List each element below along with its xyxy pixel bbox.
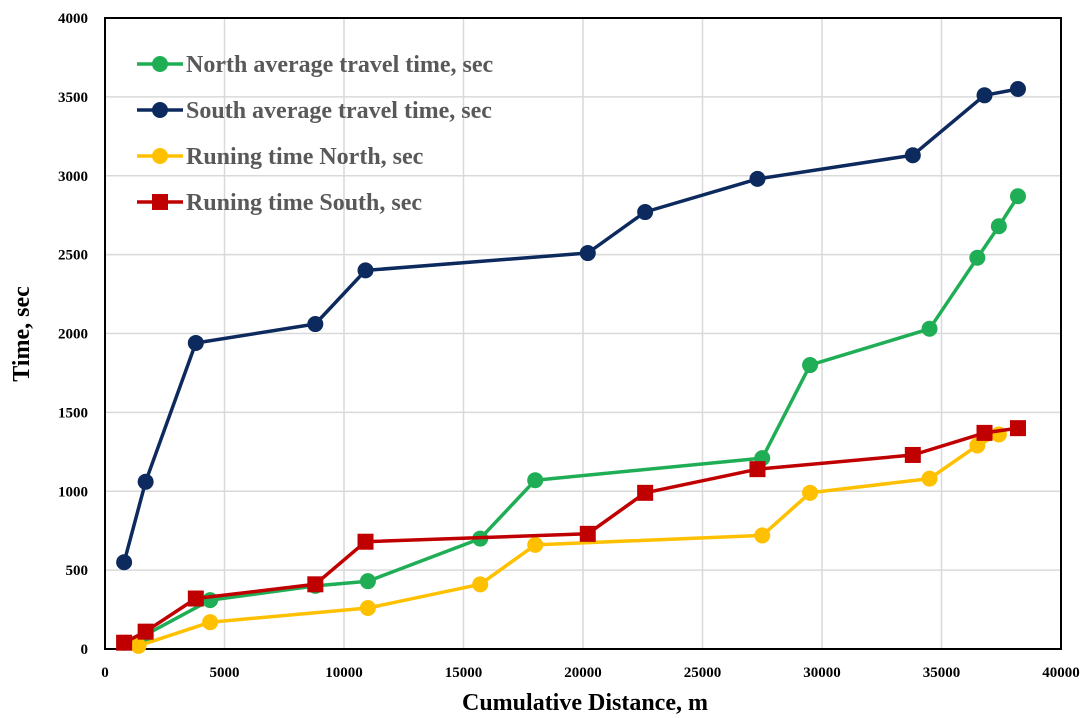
data-point (357, 533, 374, 550)
data-point (754, 527, 771, 544)
x-axis-title: Cumulative Distance, m (462, 690, 708, 716)
x-tick-label: 30000 (803, 665, 841, 681)
data-point (969, 437, 986, 454)
y-tick-label: 3000 (58, 169, 88, 185)
data-point (116, 634, 133, 651)
y-tick-label: 1500 (58, 405, 88, 421)
legend-item: Runing time North, sec (137, 144, 424, 170)
x-tick-label: 0 (101, 665, 109, 681)
y-tick-label: 3500 (58, 90, 88, 106)
series-3 (116, 420, 1026, 651)
series-2 (130, 426, 1007, 654)
data-point (921, 320, 938, 337)
data-point (187, 334, 204, 351)
y-axis-title: Time, sec (9, 286, 35, 382)
legend-label: South average travel time, sec (186, 98, 492, 124)
data-point (187, 590, 204, 607)
data-point (307, 576, 324, 593)
data-point (1009, 188, 1026, 205)
legend-swatch-marker (152, 56, 168, 72)
data-point (802, 357, 819, 374)
legend-item: Runing time South, sec (137, 190, 422, 216)
x-tick-label: 40000 (1042, 665, 1080, 681)
legend-item: South average travel time, sec (137, 98, 492, 124)
x-tick-label: 35000 (923, 665, 961, 681)
data-point (579, 525, 596, 542)
data-point (637, 484, 654, 501)
data-point (307, 316, 324, 333)
legend-item: North average travel time, sec (137, 52, 494, 78)
legend-swatch-marker (152, 148, 168, 164)
data-point (527, 536, 544, 553)
data-point (357, 262, 374, 279)
data-point (976, 424, 993, 441)
data-point (116, 554, 133, 571)
data-point (976, 87, 993, 104)
data-point (579, 245, 596, 262)
data-point (359, 599, 376, 616)
legend-label: North average travel time, sec (186, 52, 494, 78)
data-point (137, 623, 154, 640)
y-tick-label: 0 (81, 642, 89, 658)
data-point (969, 249, 986, 266)
data-point (527, 472, 544, 489)
legend-label: Runing time North, sec (186, 144, 424, 170)
series-line (123, 195, 1020, 645)
data-point (749, 170, 766, 187)
data-point (202, 614, 219, 631)
data-point (137, 473, 154, 490)
x-tick-label: 20000 (564, 665, 602, 681)
series-layer (116, 80, 1026, 654)
data-point (1009, 420, 1026, 437)
data-point (749, 461, 766, 478)
legend-swatch-marker (152, 102, 168, 118)
y-tick-label: 2000 (58, 327, 88, 343)
series-line (137, 432, 1000, 648)
x-tick-label: 5000 (210, 665, 240, 681)
data-point (904, 446, 921, 463)
series-0 (116, 188, 1026, 651)
data-point (990, 218, 1007, 235)
data-point (904, 147, 921, 164)
y-tick-label: 4000 (58, 11, 88, 27)
data-point (130, 637, 147, 654)
data-point (921, 470, 938, 487)
data-point (359, 573, 376, 590)
legend: North average travel time, sec South aver… (137, 52, 494, 216)
legend-swatch-marker (152, 194, 168, 210)
y-tick-label: 500 (66, 563, 89, 579)
x-tick-label: 10000 (325, 665, 363, 681)
x-tick-label: 15000 (445, 665, 483, 681)
x-axis-ticks: 0 5000 10000 15000 20000 25000 30000 35000 40000 (101, 665, 1080, 681)
y-axis-ticks: 0 500 1000 1500 2000 2500 3000 3500 4000 (58, 11, 88, 658)
series-1 (116, 80, 1026, 571)
legend-label: Runing time South, sec (186, 190, 422, 216)
data-point (472, 576, 489, 593)
y-tick-label: 1000 (58, 484, 88, 500)
data-point (802, 484, 819, 501)
y-tick-label: 2500 (58, 248, 88, 264)
data-point (1009, 80, 1026, 97)
x-tick-label: 25000 (684, 665, 722, 681)
data-point (637, 204, 654, 221)
series-line (123, 426, 1019, 645)
plot-frame (104, 17, 1062, 650)
